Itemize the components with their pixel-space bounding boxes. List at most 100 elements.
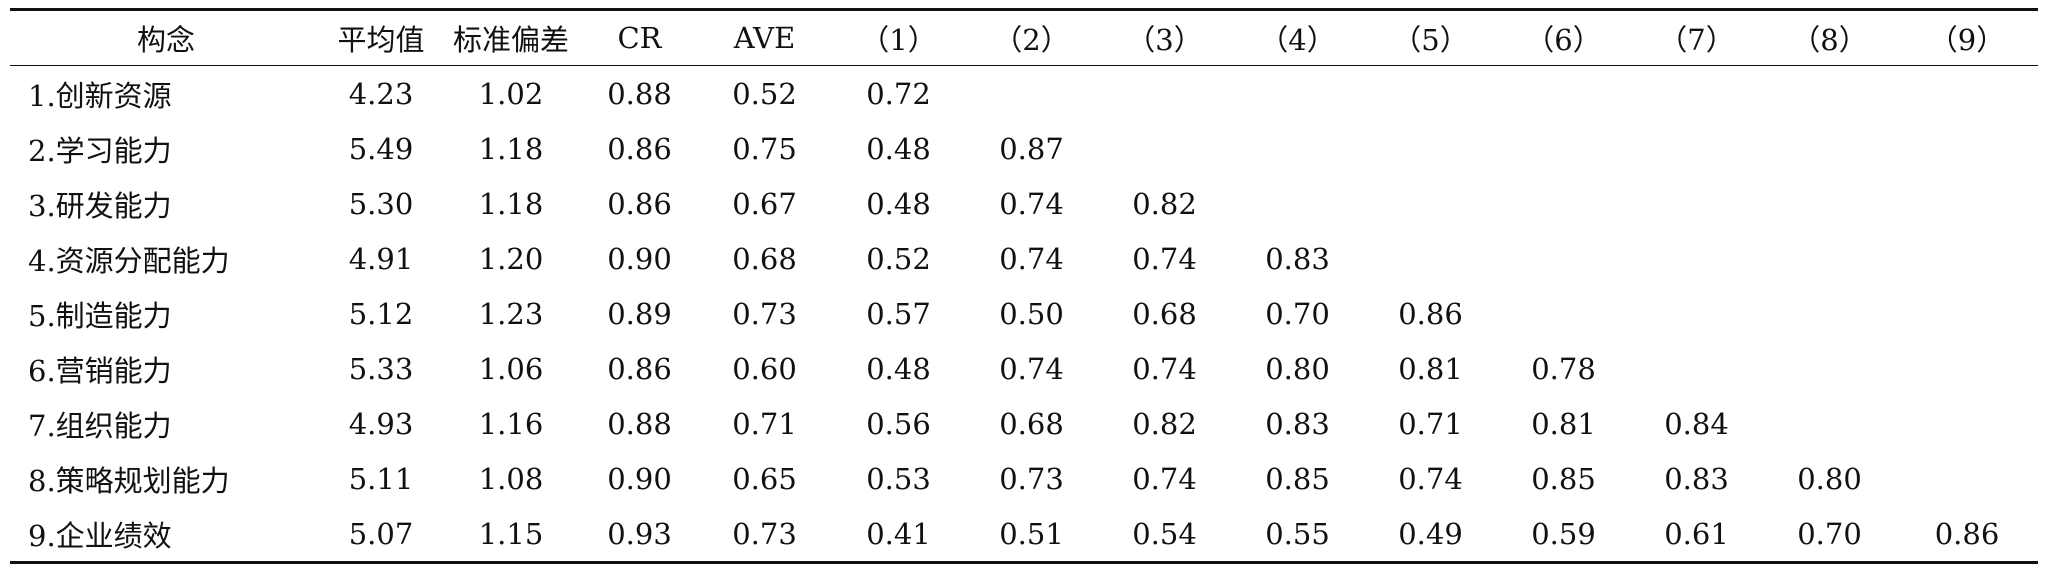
table-cell: 0.68 [1132,296,1197,331]
table-cell: 0.60 [732,351,797,386]
table-cell [1364,231,1497,286]
table-cell: 0.86 [1934,516,2000,551]
table-cell: 0.50 [999,296,1064,331]
correlation-table-container: 构念 平均值 标准偏差 CR AVE （1） （2） （3） （4） （5） （… [10,8,2038,564]
table-cell: 0.86 [1398,296,1463,331]
table-cell: 0.72 [866,76,931,111]
table-cell: 0.74 [1132,351,1197,386]
table-cell [1364,176,1497,231]
table-cell: 0.88 [607,76,672,111]
table-cell: 5.12 [348,296,414,331]
table-cell: 1.18 [478,186,544,221]
table-cell [1231,176,1364,231]
header-col-5: （5） [1392,23,1469,57]
table-cell [1364,121,1497,176]
table-cell [1630,341,1763,396]
table-cell: 0.74 [1398,461,1463,496]
table-cell: 0.71 [1398,406,1463,441]
table-row: 9.企业绩效 5.07 1.15 0.93 0.73 0.41 0.51 0.54 0.55 0.… [10,506,2038,563]
table-cell: 0.85 [1265,461,1330,496]
table-cell: 0.75 [732,131,797,166]
table-cell: 0.80 [1265,351,1330,386]
table-cell: 1.02 [478,76,544,111]
table-cell [1896,451,2038,506]
table-cell [1630,66,1763,122]
table-cell [1630,286,1763,341]
table-cell: 5.07 [348,516,414,551]
table-cell: 0.85 [1531,461,1596,496]
header-col-4: （4） [1259,23,1336,57]
table-cell [1497,176,1630,231]
table-cell: 0.48 [866,351,931,386]
table-cell [965,66,1098,122]
table-cell: 0.67 [732,186,797,221]
table-cell: 0.52 [866,241,931,276]
table-cell: 5.30 [348,186,414,221]
table-cell [1896,341,2038,396]
table-cell: 0.70 [1797,516,1862,551]
table-cell: 4.23 [348,76,414,111]
table-cell: 4.93 [348,406,414,441]
table-cell [1630,121,1763,176]
header-cr: CR [617,21,662,55]
table-cell [1763,121,1896,176]
table-cell: 0.54 [1132,516,1197,551]
table-cell: 0.74 [999,351,1064,386]
header-col-6: （6） [1525,23,1602,57]
header-col-2: （2） [993,23,1070,57]
table-cell [1763,231,1896,286]
row-construct-label: 7.组织能力 [28,408,172,443]
table-cell: 0.93 [607,516,672,551]
table-cell [1497,66,1630,122]
header-mean: 平均值 [337,23,425,57]
table-cell: 0.81 [1531,406,1596,441]
table-cell: 0.59 [1531,516,1596,551]
header-col-1: （1） [860,23,937,57]
table-cell: 5.49 [348,131,414,166]
row-construct-label: 1.创新资源 [28,78,172,113]
table-cell [1630,176,1763,231]
table-cell: 0.74 [999,186,1064,221]
row-construct-label: 6.营销能力 [28,353,172,388]
table-cell: 0.82 [1132,186,1197,221]
table-cell: 0.74 [1132,461,1197,496]
row-construct-label: 4.资源分配能力 [28,243,230,278]
table-cell [1231,66,1364,122]
row-construct-label: 3.研发能力 [28,188,172,223]
table-cell [1098,66,1231,122]
header-col-8: （8） [1791,23,1868,57]
header-construct: 构念 [136,23,195,57]
table-cell: 0.73 [732,516,797,551]
table-cell: 1.20 [478,241,544,276]
table-cell: 0.83 [1265,241,1330,276]
table-cell [1098,121,1231,176]
table-cell: 0.57 [866,296,931,331]
table-cell [1763,176,1896,231]
table-cell [1896,176,2038,231]
table-cell: 0.71 [732,406,797,441]
table-cell: 0.61 [1664,516,1729,551]
table-cell: 0.83 [1664,461,1729,496]
table-row: 2.学习能力 5.49 1.18 0.86 0.75 0.48 0.87 [10,121,2038,176]
table-cell: 1.23 [478,296,544,331]
table-cell [1497,286,1630,341]
table-cell: 0.48 [866,131,931,166]
header-ave: AVE [733,21,796,55]
table-cell: 0.86 [607,186,672,221]
table-cell: 0.74 [1132,241,1197,276]
table-cell: 0.83 [1265,406,1330,441]
table-cell: 0.51 [999,516,1064,551]
row-construct-label: 5.制造能力 [28,298,172,333]
header-col-9: （9） [1928,23,2006,57]
table-cell [1896,396,2038,451]
table-cell: 0.49 [1398,516,1463,551]
table-cell [1896,286,2038,341]
table-cell: 0.73 [999,461,1064,496]
table-cell [1763,341,1896,396]
table-cell: 0.86 [607,131,672,166]
table-cell [1763,66,1896,122]
table-cell [1896,231,2038,286]
table-cell: 0.87 [999,131,1064,166]
table-row: 1.创新资源 4.23 1.02 0.88 0.52 0.72 [10,66,2038,122]
table-cell: 0.55 [1265,516,1330,551]
